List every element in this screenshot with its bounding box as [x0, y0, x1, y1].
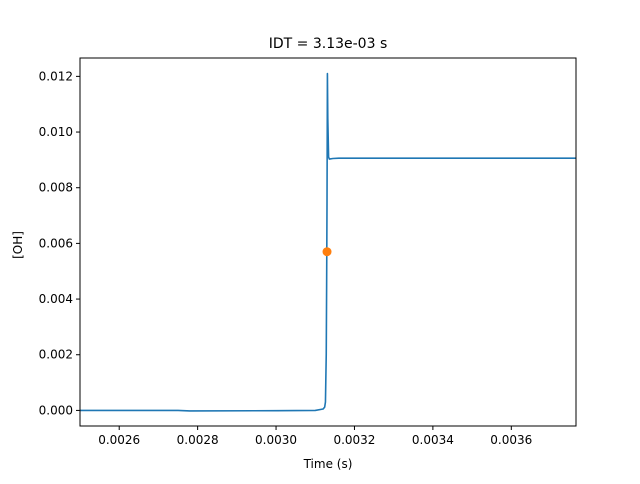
chart-title: IDT = 3.13e-03 s	[269, 36, 388, 52]
y-tick-label: 0.010	[39, 125, 73, 139]
y-tick-label: 0.004	[39, 292, 73, 306]
oh-series-line	[80, 72, 576, 412]
y-tick-label: 0.002	[39, 348, 73, 362]
x-tick-label: 0.0026	[98, 433, 140, 447]
plot-area	[80, 72, 576, 412]
y-axis: 0.000 0.002 0.004 0.006 0.008 0.010 0.012	[39, 69, 80, 417]
x-tick-label: 0.0032	[333, 433, 375, 447]
y-tick-label: 0.006	[39, 236, 73, 250]
x-axis: 0.0026 0.0028 0.0030 0.0032 0.0034 0.0036	[98, 426, 532, 447]
y-tick-label: 0.000	[39, 403, 73, 417]
y-tick-label: 0.008	[39, 181, 73, 195]
x-tick-label: 0.0030	[255, 433, 297, 447]
x-tick-label: 0.0034	[412, 433, 454, 447]
y-tick-label: 0.012	[39, 69, 73, 83]
x-tick-label: 0.0036	[490, 433, 532, 447]
x-tick-label: 0.0028	[177, 433, 219, 447]
series-group	[80, 72, 576, 412]
ignition-delay-marker	[322, 247, 332, 257]
x-axis-label: Time (s)	[303, 457, 353, 471]
y-axis-label: [OH]	[11, 231, 25, 259]
plot-frame	[79, 57, 577, 427]
